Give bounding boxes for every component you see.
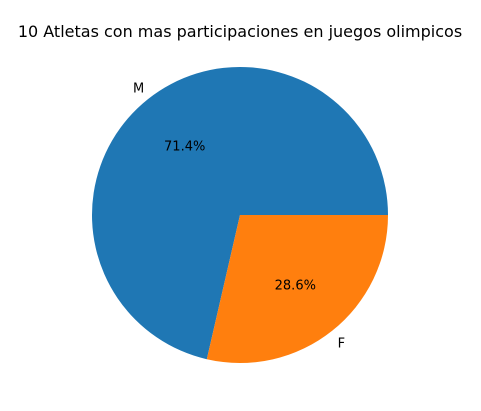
pie-slice-f <box>206 215 388 363</box>
pie-slice-m <box>91 67 388 360</box>
chart-title: 10 Atletas con mas participaciones en ju… <box>18 22 462 41</box>
pct-label-f: 28.6% <box>275 278 316 293</box>
pct-label-m: 71.4% <box>164 140 205 155</box>
pie-labels: M 71.4% F 28.6% <box>133 82 345 352</box>
slice-label-f: F <box>338 336 345 351</box>
pie-slices <box>91 67 388 363</box>
slice-label-m: M <box>133 82 144 97</box>
